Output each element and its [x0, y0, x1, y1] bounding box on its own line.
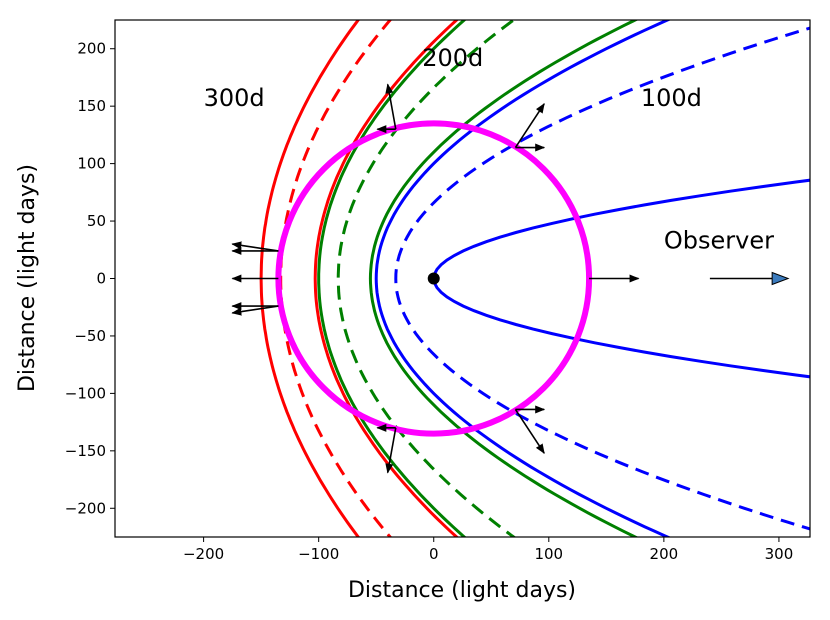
- y-tick-label: 50: [87, 212, 106, 230]
- direction-arrow-0: [231, 241, 279, 252]
- y-tick-label: 200: [77, 40, 106, 58]
- observer-arrow-head: [771, 271, 790, 286]
- annotation-300d: 300d: [204, 84, 265, 112]
- y-tick-label: −50: [74, 327, 106, 345]
- x-axis-title: Distance (light days): [348, 578, 576, 603]
- direction-arrow-7: [385, 83, 397, 130]
- x-tick-label: 300: [765, 545, 794, 563]
- y-tick-label: 100: [77, 155, 106, 173]
- y-tick-label: −150: [65, 442, 106, 460]
- direction-arrow-4: [231, 305, 279, 316]
- annotations: 300d 200d 100d Observer: [204, 44, 774, 255]
- plot-area: [231, 20, 810, 537]
- parabola-1: [394, 26, 810, 531]
- annotation-200d: 200d: [422, 44, 483, 72]
- parabola-7: [313, 20, 459, 537]
- annotation-100d: 100d: [641, 84, 702, 112]
- direction-arrow-10: [514, 103, 545, 148]
- y-tick-label: −200: [65, 499, 106, 517]
- y-axis-title: Distance (light days): [15, 164, 40, 392]
- x-tick-label: −200: [183, 545, 224, 563]
- y-tick-label: 0: [96, 270, 106, 288]
- source-point: [427, 272, 440, 285]
- y-tick-label: 150: [77, 97, 106, 115]
- parabola-2: [432, 178, 810, 379]
- parabola-3: [317, 20, 467, 537]
- x-tick-label: 200: [650, 545, 679, 563]
- x-tick-label: 100: [534, 545, 563, 563]
- y-tick-label: −100: [65, 384, 106, 402]
- x-tick-label: −100: [298, 545, 339, 563]
- x-tick-label: 0: [429, 545, 439, 563]
- axes: −200 −100 0 100 200 300 −200 −150 −100 −50 0 50 100 1…: [65, 40, 793, 563]
- parabola-4: [368, 20, 639, 537]
- parabola-8: [279, 20, 393, 537]
- direction-arrow-12: [514, 409, 545, 454]
- parabola-0: [374, 20, 672, 537]
- direction-arrow-9: [385, 427, 397, 474]
- annotation-observer: Observer: [664, 227, 774, 255]
- parabola-5: [336, 20, 517, 537]
